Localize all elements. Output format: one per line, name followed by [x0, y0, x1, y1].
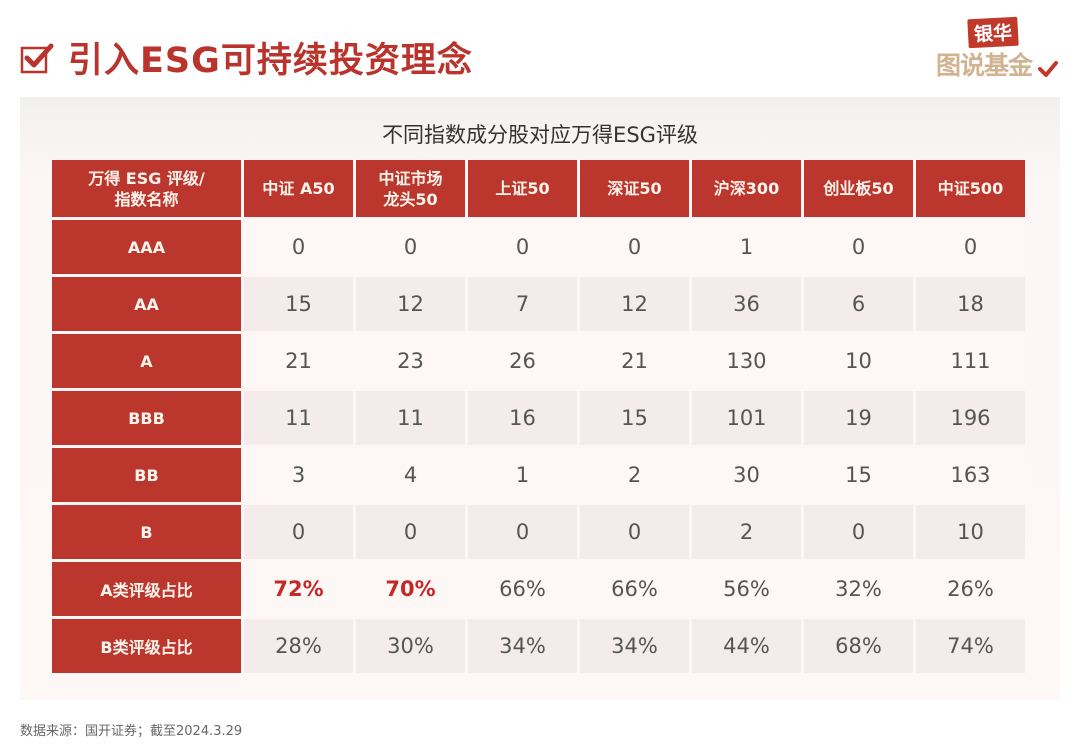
table-cell: 36	[692, 277, 801, 331]
column-header: 深证50	[580, 160, 689, 217]
row-header-a: A	[52, 334, 241, 388]
title-group: 引入ESG可持续投资理念	[20, 32, 473, 83]
table-cell: 1	[468, 448, 577, 502]
column-header: 中证 A50	[244, 160, 353, 217]
logo-top-text: 银华	[967, 16, 1019, 49]
column-header: 创业板50	[804, 160, 913, 217]
table-cell: 10	[804, 334, 913, 388]
table-cell: 0	[468, 505, 577, 559]
table-cell: 130	[692, 334, 801, 388]
logo-bottom-text: 图说基金	[936, 51, 1033, 80]
table-cell: 72%	[244, 562, 353, 616]
table-title: 不同指数成分股对应万得ESG评级	[382, 123, 698, 147]
table-cell: 4	[356, 448, 465, 502]
table-cell: 30	[692, 448, 801, 502]
table-cell: 11	[356, 391, 465, 445]
table-cell: 0	[244, 220, 353, 274]
table-cell: 111	[916, 334, 1025, 388]
esg-rating-table: 万得 ESG 评级/指数名称 中证 A50 中证市场 龙头50 上证50 深证50 沪深30…	[52, 160, 1025, 673]
table-cell: 44%	[692, 619, 801, 673]
table-cell: 0	[468, 220, 577, 274]
table-cell: 0	[244, 505, 353, 559]
table-cell: 56%	[692, 562, 801, 616]
table-cell: 163	[916, 448, 1025, 502]
table-cell: 21	[244, 334, 353, 388]
table-cell: 26%	[916, 562, 1025, 616]
column-header: 中证500	[916, 160, 1025, 217]
logo-check-icon	[1038, 58, 1058, 78]
column-header-line-1: 深证50	[607, 179, 662, 198]
table-cell: 30%	[356, 619, 465, 673]
table-cell: 10	[916, 505, 1025, 559]
data-source-note: 数据来源：国开证券；截至2024.3.29	[20, 724, 243, 739]
row-header-b: B	[52, 505, 241, 559]
table-cell: 0	[916, 220, 1025, 274]
table-cell: 12	[580, 277, 689, 331]
table-cell: 2	[692, 505, 801, 559]
table-corner-header: 万得 ESG 评级/指数名称	[52, 160, 241, 217]
row-header-bbb: BBB	[52, 391, 241, 445]
corner-line-2: 指数名称	[114, 189, 179, 209]
row-header-a类评级占比: A类评级占比	[52, 562, 241, 616]
table-cell: 34%	[468, 619, 577, 673]
table-cell: 18	[916, 277, 1025, 331]
table-cell: 15	[244, 277, 353, 331]
corner-line-1: 万得 ESG 评级/	[88, 168, 205, 188]
column-header-line-1: 沪深300	[713, 179, 780, 198]
table-cell: 19	[804, 391, 913, 445]
table-cell: 0	[580, 220, 689, 274]
column-header-line-1: 上证50	[495, 179, 550, 198]
table-cell: 28%	[244, 619, 353, 673]
page-header: 引入ESG可持续投资理念 银华 图说基金	[0, 0, 1080, 97]
table-cell: 0	[804, 505, 913, 559]
table-cell: 32%	[804, 562, 913, 616]
table-cell: 3	[244, 448, 353, 502]
column-header: 中证市场 龙头50	[356, 160, 465, 217]
table-cell: 0	[356, 220, 465, 274]
table-cell: 16	[468, 391, 577, 445]
column-header-line-2: 龙头50	[383, 189, 438, 209]
table-cell: 0	[580, 505, 689, 559]
table-cell: 23	[356, 334, 465, 388]
column-header: 沪深300	[692, 160, 801, 217]
table-cell: 0	[356, 505, 465, 559]
table-cell: 66%	[468, 562, 577, 616]
table-cell: 15	[580, 391, 689, 445]
column-header-line-1: 中证 A50	[262, 179, 335, 198]
table-cell: 26	[468, 334, 577, 388]
table-cell: 34%	[580, 619, 689, 673]
table-cell: 68%	[804, 619, 913, 673]
brand-logo: 银华 图说基金	[936, 16, 1060, 80]
checkbox-check-icon	[20, 41, 54, 75]
row-header-aaa: AAA	[52, 220, 241, 274]
column-header: 上证50	[468, 160, 577, 217]
table-cell: 101	[692, 391, 801, 445]
table-cell: 74%	[916, 619, 1025, 673]
table-cell: 0	[804, 220, 913, 274]
table-cell: 21	[580, 334, 689, 388]
table-cell: 66%	[580, 562, 689, 616]
table-cell: 196	[916, 391, 1025, 445]
table-cell: 6	[804, 277, 913, 331]
table-cell: 2	[580, 448, 689, 502]
table-cell: 11	[244, 391, 353, 445]
row-header-b类评级占比: B类评级占比	[52, 619, 241, 673]
table-cell: 1	[692, 220, 801, 274]
row-header-aa: AA	[52, 277, 241, 331]
column-header-line-1: 创业板50	[823, 179, 894, 198]
column-header-line-1: 中证500	[937, 179, 1004, 198]
table-cell: 7	[468, 277, 577, 331]
table-cell: 70%	[356, 562, 465, 616]
row-header-bb: BB	[52, 448, 241, 502]
table-cell: 12	[356, 277, 465, 331]
page-title: 引入ESG可持续投资理念	[68, 41, 473, 81]
column-header-line-1: 中证市场	[378, 168, 443, 188]
table-cell: 15	[804, 448, 913, 502]
table-panel: 不同指数成分股对应万得ESG评级 万得 ESG 评级/指数名称 中证 A50 中证市…	[20, 97, 1060, 700]
